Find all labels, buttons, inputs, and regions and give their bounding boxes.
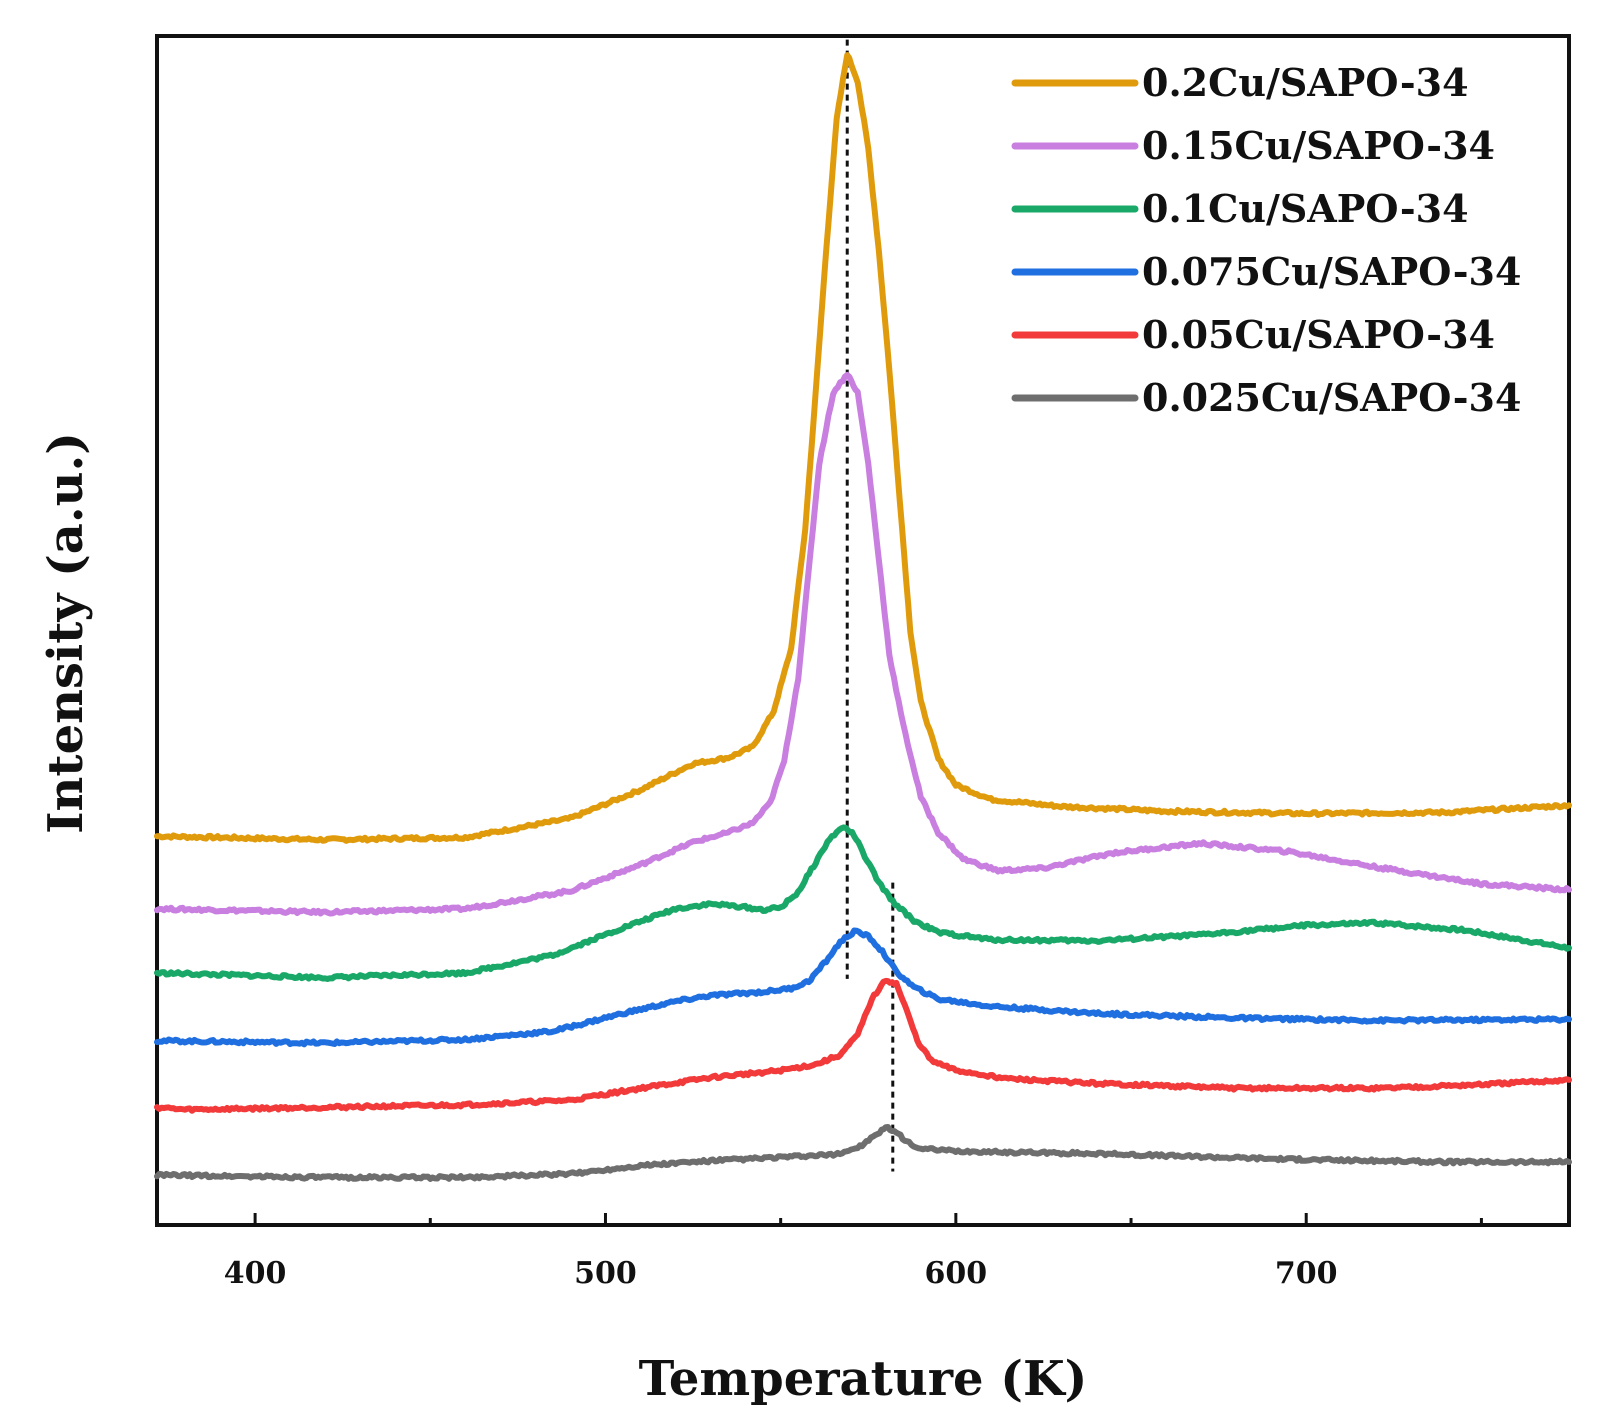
x-tick-label: 400: [224, 1256, 287, 1291]
x-axis-title: Temperature (K): [639, 1351, 1088, 1407]
legend-label-0-075cu-sapo-34: 0.075Cu/SAPO-34: [1142, 249, 1521, 294]
series-line-0-075cu-sapo-34: [154, 927, 1572, 1048]
x-tick-label: 500: [574, 1256, 637, 1291]
x-tick-label: 700: [1275, 1256, 1338, 1291]
legend: 0.2Cu/SAPO-34 0.15Cu/SAPO-34 0.1Cu/SAPO-34…: [1011, 60, 1521, 420]
series-line-0-025cu-sapo-34: [154, 1124, 1572, 1182]
series-group: [154, 52, 1572, 1182]
legend-label-0-025cu-sapo-34: 0.025Cu/SAPO-34: [1142, 375, 1521, 420]
x-tick-label: 600: [925, 1256, 988, 1291]
series-line-0-15cu-sapo-34: [154, 372, 1572, 917]
plot-frame: [155, 34, 1571, 1227]
legend-label-0-05cu-sapo-34: 0.05Cu/SAPO-34: [1142, 312, 1495, 357]
y-axis-title: Intensity (a.u.): [38, 432, 94, 834]
series-line-0-2cu-sapo-34: [154, 52, 1572, 844]
legend-label-0-1cu-sapo-34: 0.1Cu/SAPO-34: [1142, 186, 1469, 231]
reference-lines: [845, 39, 895, 1172]
series-line-0-1cu-sapo-34: [154, 824, 1572, 982]
legend-label-0-2cu-sapo-34: 0.2Cu/SAPO-34: [1142, 60, 1469, 105]
series-line-0-05cu-sapo-34: [154, 977, 1572, 1114]
legend-label-0-15cu-sapo-34: 0.15Cu/SAPO-34: [1142, 123, 1495, 168]
x-axis-ticks: 400 500 600 700: [224, 1213, 1483, 1291]
